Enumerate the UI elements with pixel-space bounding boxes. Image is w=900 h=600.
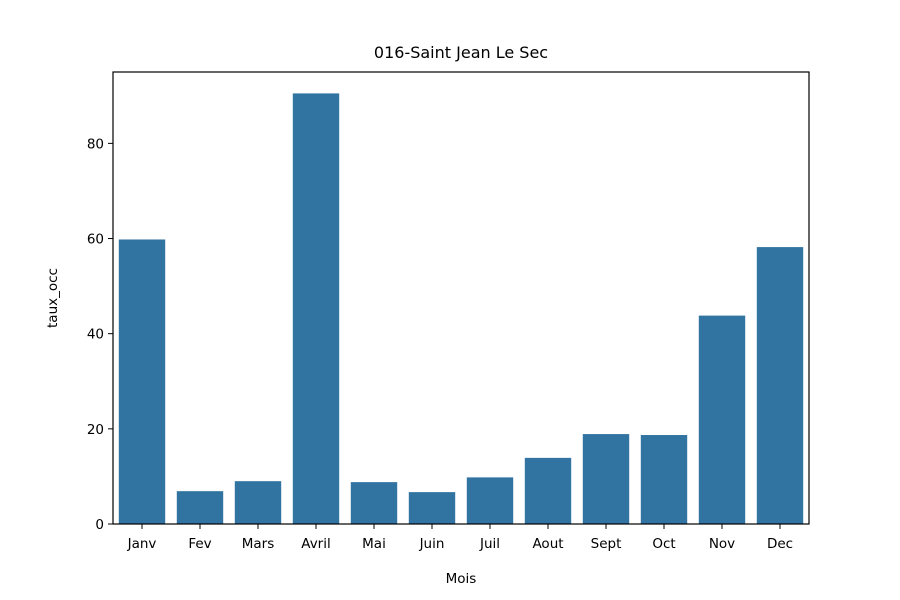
x-tick-label: Nov <box>709 536 735 552</box>
bar-mars <box>234 481 282 524</box>
bars-group <box>118 93 804 525</box>
x-tick-label: Fev <box>188 536 211 552</box>
chart-title: 016-Saint Jean Le Sec <box>374 43 548 62</box>
y-tick-label: 40 <box>87 327 104 343</box>
y-tick-label: 80 <box>87 136 104 152</box>
bar-avril <box>292 93 340 525</box>
bar-aout <box>524 457 572 524</box>
bar-janv <box>118 239 166 524</box>
y-tick-label: 0 <box>95 517 104 533</box>
y-tick-label: 60 <box>87 232 104 248</box>
x-tick-label: Juil <box>479 536 500 552</box>
y-axis-ticks: 0 20 40 60 80 <box>87 136 113 533</box>
y-axis-label: taux_occ <box>45 268 61 328</box>
y-tick-label: 20 <box>87 422 104 438</box>
x-tick-label: Janv <box>127 536 157 552</box>
x-tick-label: Juin <box>419 536 445 552</box>
x-tick-label: Oct <box>652 536 675 552</box>
bar-sept <box>582 434 630 524</box>
x-tick-label: Aout <box>532 536 563 552</box>
x-tick-label: Sept <box>591 536 622 552</box>
x-axis-ticks: Janv Fev Mars Avril Mai Juin Juil Aout Sept Oct No… <box>127 524 793 552</box>
x-tick-label: Dec <box>767 536 793 552</box>
bar-mai <box>350 482 398 524</box>
x-tick-label: Avril <box>301 536 331 552</box>
bar-dec <box>756 247 804 525</box>
bar-juin <box>408 492 456 524</box>
x-axis-label: Mois <box>446 571 477 587</box>
x-tick-label: Mars <box>242 536 275 552</box>
plot-frame <box>112 71 810 525</box>
bar-oct <box>640 435 688 524</box>
bar-juil <box>466 477 514 524</box>
bar-nov <box>698 315 746 524</box>
bar-fev <box>176 491 224 524</box>
x-tick-label: Mai <box>362 536 386 552</box>
